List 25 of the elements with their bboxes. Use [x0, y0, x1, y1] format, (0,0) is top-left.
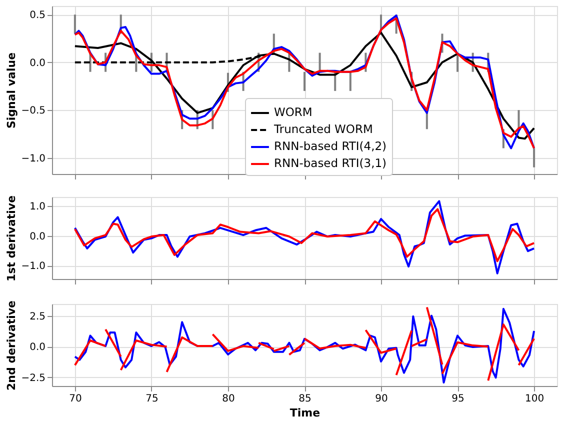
- legend-label: WORM: [274, 105, 312, 119]
- y-tick-label: 0.0: [30, 58, 46, 69]
- y-tick-label: −1.0: [21, 153, 46, 164]
- legend-label: RNN-based RTI(3,1): [274, 156, 387, 170]
- x-tick-label: 70: [69, 394, 82, 404]
- y-tick-label: −0.5: [21, 106, 46, 117]
- x-tick-label: 80: [222, 394, 235, 404]
- legend-label: Truncated WORM: [273, 122, 373, 136]
- y-tick-label: 0.5: [30, 10, 46, 22]
- y-axis-title: 2nd derivative: [5, 300, 18, 390]
- y-axis-title: 1st derivative: [5, 195, 18, 282]
- legend-label: RNN-based RTI(4,2): [274, 139, 387, 153]
- y-tick-label: −1.0: [21, 261, 46, 272]
- y-tick-label: −2.5: [21, 372, 46, 384]
- x-tick-label: 100: [525, 394, 544, 404]
- x-tick-label: 95: [452, 394, 464, 404]
- x-tick-label: 85: [298, 394, 312, 404]
- y-tick-label: 0.0: [30, 342, 46, 354]
- y-tick-label: 1.0: [30, 202, 46, 213]
- y-axis-title: Signal value: [5, 52, 18, 129]
- x-tick-label: 75: [146, 394, 158, 404]
- y-tick-label: 2.5: [30, 311, 46, 322]
- x-tick-label: 90: [375, 394, 388, 404]
- x-axis-title: Time: [290, 406, 320, 420]
- y-tick-label: 0.0: [30, 231, 46, 242]
